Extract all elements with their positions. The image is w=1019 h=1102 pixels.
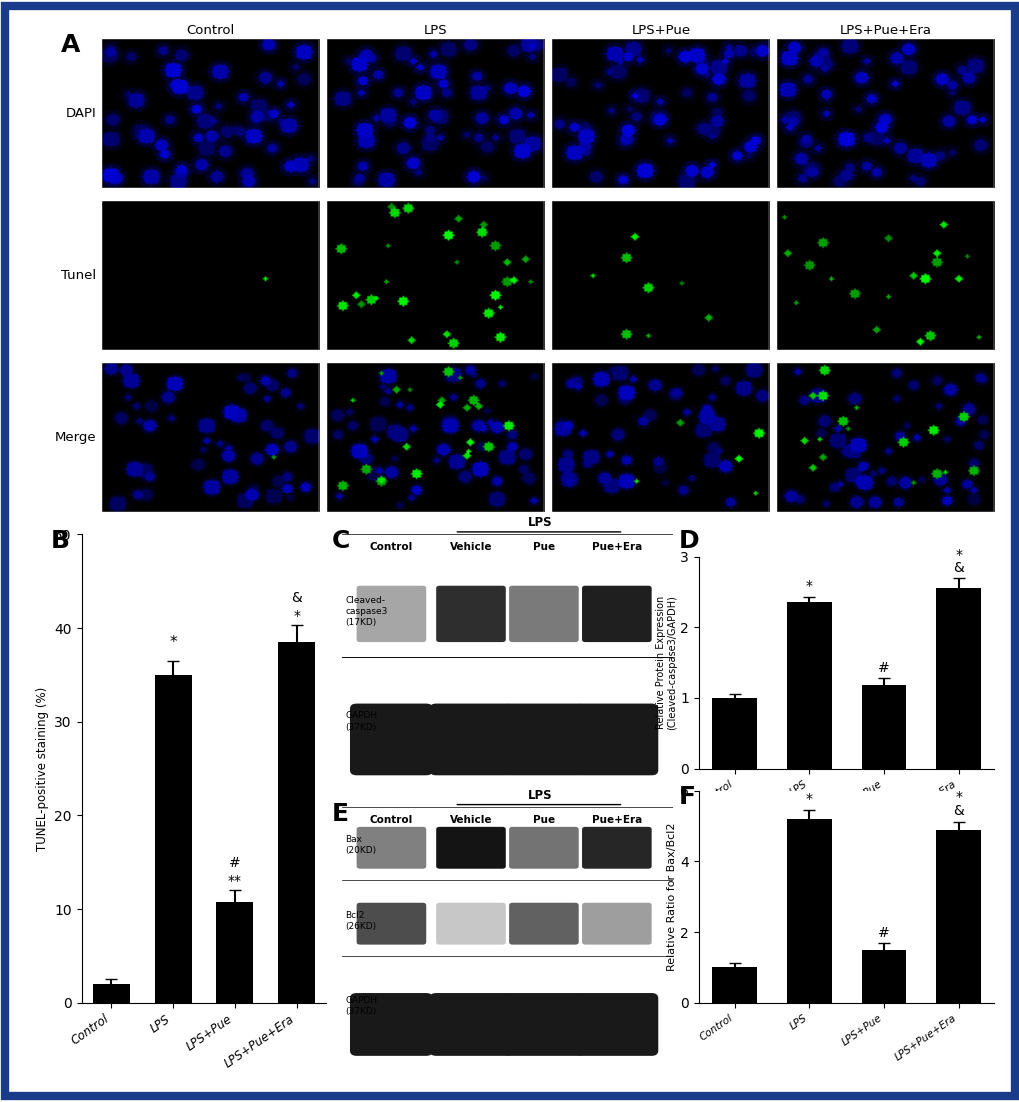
Bar [786, 603, 830, 769]
Text: C: C [331, 529, 350, 553]
FancyBboxPatch shape [436, 826, 505, 868]
Text: LPS: LPS [528, 517, 552, 529]
Bar [935, 830, 980, 1003]
Title: LPS: LPS [424, 24, 447, 37]
Text: &: & [953, 561, 963, 575]
Text: *: * [954, 790, 961, 804]
FancyBboxPatch shape [357, 903, 426, 944]
Text: B: B [51, 529, 70, 553]
FancyBboxPatch shape [508, 826, 578, 868]
FancyBboxPatch shape [357, 586, 426, 642]
Text: Pue: Pue [532, 815, 554, 825]
FancyBboxPatch shape [350, 993, 432, 1056]
Bar [278, 642, 315, 1003]
Bar [711, 698, 756, 769]
FancyBboxPatch shape [350, 703, 432, 776]
Text: *: * [805, 579, 812, 593]
Text: GAPDH
(37KD): GAPDH (37KD) [344, 712, 377, 732]
Text: &: & [953, 804, 963, 819]
Text: Pue+Era: Pue+Era [591, 542, 641, 552]
Bar [711, 968, 756, 1003]
FancyBboxPatch shape [502, 993, 585, 1056]
Text: Control: Control [370, 815, 413, 825]
Text: Pue: Pue [532, 542, 554, 552]
Text: #: # [229, 856, 240, 869]
FancyBboxPatch shape [582, 903, 651, 944]
Bar [861, 950, 906, 1003]
Text: Vehicle: Vehicle [449, 815, 492, 825]
FancyBboxPatch shape [575, 703, 657, 776]
FancyBboxPatch shape [508, 903, 578, 944]
FancyBboxPatch shape [436, 903, 505, 944]
Y-axis label: Relative Ratio for Bax/Bcl2: Relative Ratio for Bax/Bcl2 [666, 822, 677, 971]
Text: #: # [877, 926, 889, 940]
Text: LPS: LPS [528, 789, 552, 802]
Bar [935, 588, 980, 769]
Text: Control: Control [370, 542, 413, 552]
Text: Cleaved-
caspase3
(17KD): Cleaved- caspase3 (17KD) [344, 596, 387, 627]
Bar [861, 685, 906, 769]
Text: Bax
(20KD): Bax (20KD) [344, 835, 376, 855]
Text: *: * [954, 548, 961, 562]
Bar [155, 674, 192, 1003]
Bar [216, 901, 253, 1003]
Text: E: E [331, 802, 348, 825]
FancyBboxPatch shape [436, 586, 505, 642]
Y-axis label: Merge: Merge [55, 431, 97, 444]
Title: LPS+Pue: LPS+Pue [631, 24, 690, 37]
FancyBboxPatch shape [575, 993, 657, 1056]
Text: Pue+Era: Pue+Era [591, 815, 641, 825]
Text: &: & [291, 591, 302, 605]
Y-axis label: DAPI: DAPI [65, 107, 97, 120]
Text: *: * [169, 635, 176, 650]
Y-axis label: Relative Protein Expression
(Cleaved-caspase3/GAPDH): Relative Protein Expression (Cleaved-cas… [655, 595, 677, 730]
Y-axis label: TUNEL-positive staining (%): TUNEL-positive staining (%) [36, 687, 49, 851]
FancyBboxPatch shape [508, 586, 578, 642]
Text: *: * [805, 792, 812, 806]
FancyBboxPatch shape [429, 703, 512, 776]
Text: Vehicle: Vehicle [449, 542, 492, 552]
Text: GAPDH
(37KD): GAPDH (37KD) [344, 996, 377, 1016]
FancyBboxPatch shape [582, 826, 651, 868]
FancyBboxPatch shape [357, 826, 426, 868]
Text: Bcl2
(26KD): Bcl2 (26KD) [344, 911, 376, 931]
FancyBboxPatch shape [502, 703, 585, 776]
Title: LPS+Pue+Era: LPS+Pue+Era [840, 24, 931, 37]
Text: #: # [877, 661, 889, 676]
Text: D: D [678, 529, 698, 553]
Text: F: F [678, 785, 695, 809]
Bar [786, 819, 830, 1003]
Title: Control: Control [186, 24, 234, 37]
Bar [93, 984, 129, 1003]
Y-axis label: Tunel: Tunel [61, 269, 97, 282]
FancyBboxPatch shape [429, 993, 512, 1056]
FancyBboxPatch shape [582, 586, 651, 642]
Text: **: ** [227, 874, 242, 887]
Text: A: A [60, 33, 79, 56]
Text: *: * [292, 608, 300, 623]
